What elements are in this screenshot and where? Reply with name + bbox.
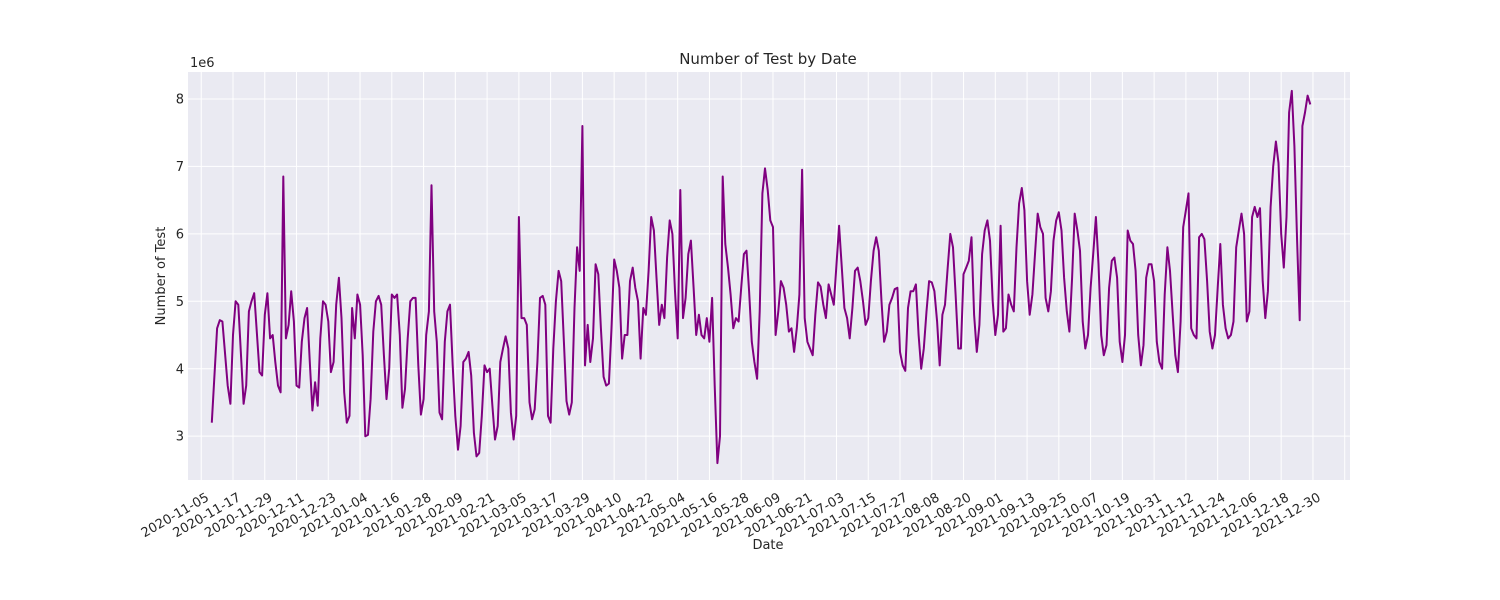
y-tick-label: 3 — [176, 430, 184, 445]
x-tick-labels: 2020-11-052020-11-172020-11-292020-12-11… — [139, 490, 1324, 541]
y-axis-label: Number of Test — [154, 227, 169, 326]
y-tick-label: 4 — [176, 362, 184, 377]
y-offset-label: 1e6 — [190, 56, 215, 71]
y-gridlines — [188, 98, 1350, 437]
y-tick-label: 6 — [176, 227, 184, 242]
y-tick-label: 5 — [176, 295, 184, 310]
chart-title: Number of Test by Date — [679, 50, 857, 68]
x-axis-label: Date — [752, 538, 783, 553]
y-tick-label: 7 — [176, 160, 184, 175]
y-tick-labels: 3 4 5 6 7 8 — [176, 93, 184, 445]
series-line — [210, 89, 1312, 465]
plot-area — [188, 72, 1350, 480]
y-tick-label: 8 — [176, 93, 184, 108]
